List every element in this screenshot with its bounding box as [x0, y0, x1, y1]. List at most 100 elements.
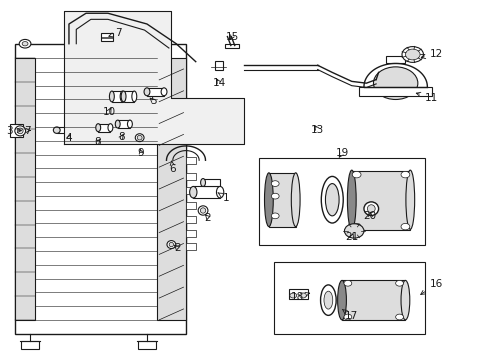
Circle shape	[373, 67, 417, 99]
Bar	[123, 91, 134, 102]
Ellipse shape	[17, 128, 23, 134]
Circle shape	[344, 224, 363, 238]
Ellipse shape	[53, 127, 60, 134]
Circle shape	[401, 46, 423, 62]
Ellipse shape	[346, 170, 355, 229]
Text: 10: 10	[102, 107, 115, 117]
Text: 8: 8	[118, 132, 124, 142]
Text: 19: 19	[335, 148, 348, 158]
Ellipse shape	[291, 173, 300, 226]
Ellipse shape	[161, 88, 166, 96]
Ellipse shape	[216, 186, 224, 198]
Ellipse shape	[366, 205, 374, 213]
Ellipse shape	[405, 170, 414, 229]
Ellipse shape	[337, 280, 346, 320]
Bar	[273, 262, 424, 334]
Bar	[112, 91, 122, 102]
Text: 13: 13	[310, 125, 324, 135]
Ellipse shape	[135, 134, 144, 141]
Bar	[215, 60, 223, 69]
Bar	[15, 44, 185, 334]
Ellipse shape	[109, 91, 114, 102]
Ellipse shape	[264, 173, 273, 226]
Bar	[21, 341, 39, 348]
Bar	[224, 44, 238, 48]
Ellipse shape	[324, 291, 332, 309]
Ellipse shape	[15, 126, 25, 136]
Bar	[57, 127, 76, 134]
Ellipse shape	[121, 91, 126, 102]
Text: 14: 14	[212, 78, 225, 88]
Circle shape	[271, 193, 279, 199]
Ellipse shape	[325, 184, 338, 216]
Text: 11: 11	[415, 92, 437, 103]
Text: 21: 21	[345, 232, 358, 242]
Bar	[193, 186, 220, 198]
Text: 5: 5	[150, 96, 157, 106]
Polygon shape	[64, 12, 244, 144]
Bar	[259, 158, 424, 244]
Ellipse shape	[363, 202, 378, 216]
Text: 8: 8	[94, 138, 101, 147]
Bar	[157, 58, 185, 320]
Circle shape	[343, 314, 351, 320]
Circle shape	[299, 293, 306, 298]
Circle shape	[289, 293, 296, 298]
Bar	[185, 230, 195, 237]
Bar	[15, 58, 35, 320]
Text: 20: 20	[363, 211, 376, 221]
Ellipse shape	[320, 285, 335, 315]
Bar	[341, 280, 405, 320]
Bar	[351, 171, 409, 230]
Bar	[118, 120, 130, 128]
Text: 7: 7	[24, 126, 31, 135]
Bar	[385, 56, 405, 63]
Circle shape	[351, 224, 360, 230]
Ellipse shape	[189, 186, 197, 198]
Ellipse shape	[115, 120, 120, 128]
Ellipse shape	[108, 124, 113, 132]
Text: 4: 4	[65, 133, 72, 143]
Ellipse shape	[400, 280, 409, 320]
Circle shape	[400, 171, 409, 178]
Circle shape	[395, 314, 403, 320]
Ellipse shape	[200, 208, 205, 213]
Text: 12: 12	[420, 49, 442, 59]
Ellipse shape	[137, 135, 142, 140]
Bar	[203, 179, 220, 186]
Bar	[358, 87, 431, 96]
Text: 2: 2	[174, 243, 181, 253]
Ellipse shape	[321, 176, 343, 223]
Text: 17: 17	[342, 309, 358, 321]
Bar	[10, 125, 22, 137]
Bar	[268, 173, 295, 226]
Bar	[98, 124, 110, 132]
Circle shape	[351, 171, 360, 178]
Ellipse shape	[73, 127, 79, 134]
Ellipse shape	[169, 242, 173, 247]
Text: 18: 18	[290, 292, 309, 302]
Bar	[185, 243, 195, 250]
Bar	[147, 88, 163, 96]
Circle shape	[400, 224, 409, 230]
Bar	[185, 187, 195, 194]
Text: 1: 1	[218, 193, 229, 203]
Bar	[185, 202, 195, 209]
Bar	[101, 33, 113, 41]
Ellipse shape	[96, 124, 101, 132]
Bar	[185, 173, 195, 180]
Text: 2: 2	[204, 213, 211, 222]
Text: 7: 7	[109, 28, 122, 38]
Ellipse shape	[166, 240, 175, 248]
Ellipse shape	[200, 179, 205, 186]
Text: 16: 16	[420, 279, 442, 294]
Bar	[289, 289, 307, 299]
Circle shape	[19, 40, 31, 48]
Ellipse shape	[144, 88, 150, 96]
Text: 9: 9	[138, 148, 144, 158]
Circle shape	[22, 41, 28, 46]
Circle shape	[271, 213, 279, 219]
Text: 3: 3	[6, 126, 21, 135]
Circle shape	[343, 280, 351, 286]
Ellipse shape	[120, 91, 125, 102]
